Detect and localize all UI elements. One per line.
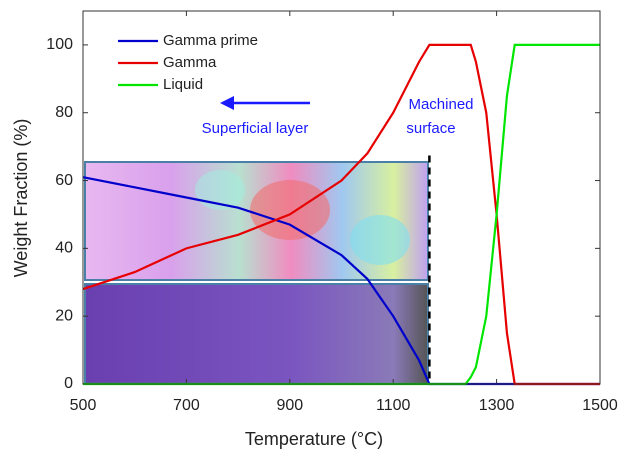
y-tick-label: 0 [64, 375, 73, 392]
legend-label: Gamma prime [163, 32, 258, 49]
annotation: Superficial layer [202, 120, 309, 137]
x-tick-label: 900 [276, 397, 303, 414]
y-tick-label: 40 [55, 240, 73, 257]
x-tick-label: 1100 [376, 397, 411, 414]
micrographs [84, 161, 429, 385]
y-tick-label: 20 [55, 307, 73, 324]
plot-frame [82, 10, 601, 385]
y-tick-label: 60 [55, 172, 73, 189]
x-axis-label: Temperature (°C) [245, 429, 383, 449]
arrow [220, 96, 310, 110]
x-tick-label: 1500 [582, 397, 618, 414]
x-tick-label: 500 [70, 397, 97, 414]
x-tick-label: 1300 [479, 397, 515, 414]
annotation: Machined [408, 96, 473, 113]
series-line [82, 43, 600, 386]
y-tick-label: 80 [55, 104, 73, 121]
y-axis-label: Weight Fraction (%) [11, 119, 31, 278]
annotation: surface [406, 120, 455, 137]
y-tick-label: 100 [46, 36, 73, 53]
legend-label: Gamma [163, 54, 217, 71]
x-tick-label: 700 [173, 397, 200, 414]
legend-label: Liquid [163, 76, 203, 93]
